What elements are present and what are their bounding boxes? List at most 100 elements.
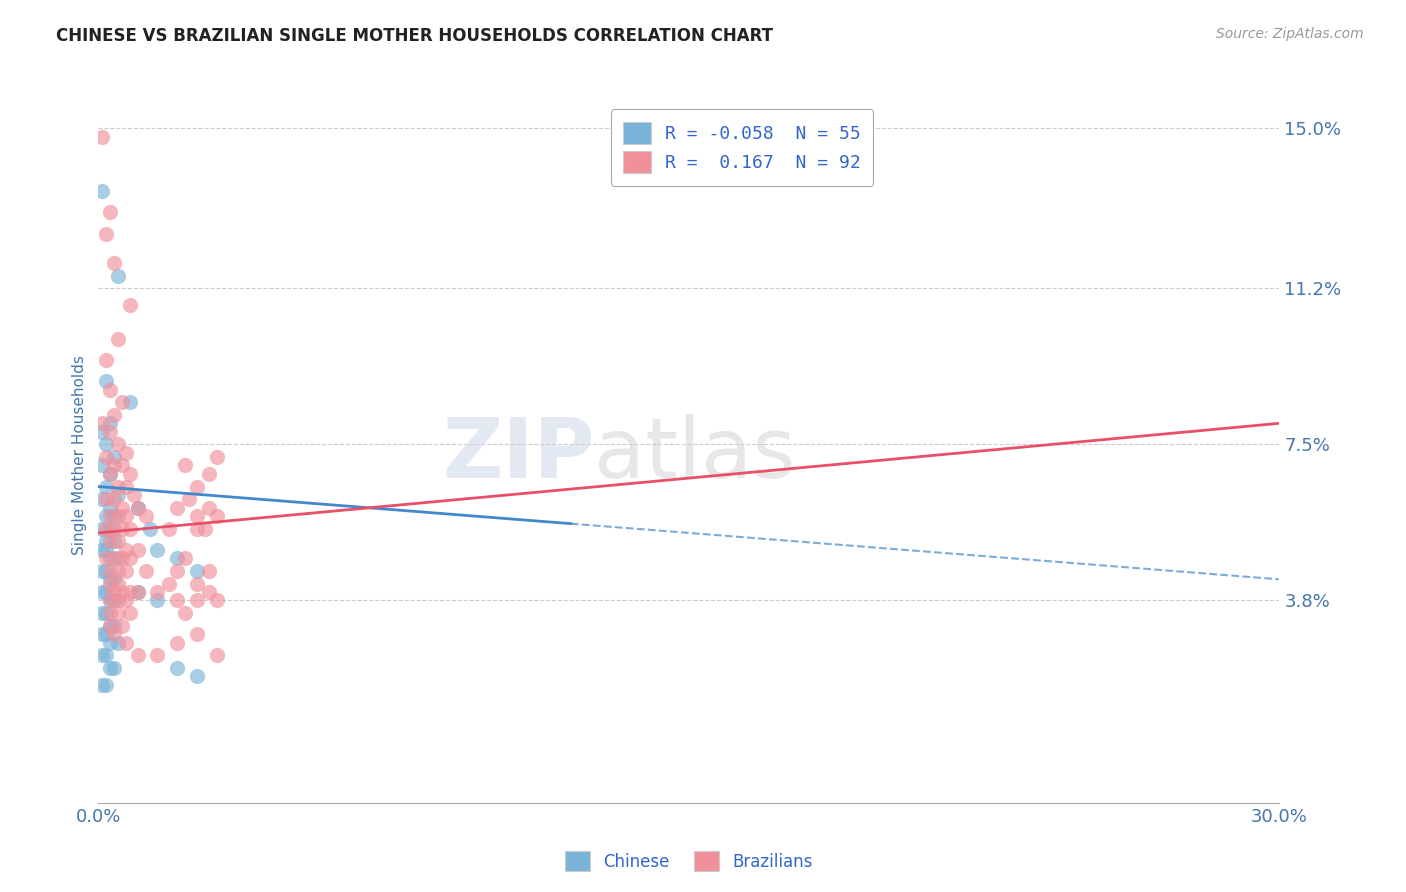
Point bbox=[186, 522, 208, 536]
Point bbox=[103, 509, 125, 524]
Point bbox=[98, 593, 121, 607]
Point bbox=[115, 509, 138, 524]
Point bbox=[115, 479, 138, 493]
Point bbox=[96, 585, 118, 599]
Point bbox=[91, 627, 114, 641]
Point bbox=[98, 661, 121, 675]
Point bbox=[91, 458, 114, 473]
Point bbox=[103, 492, 125, 507]
Point bbox=[177, 492, 200, 507]
Point bbox=[96, 450, 118, 464]
Point bbox=[96, 522, 118, 536]
Point bbox=[186, 564, 208, 578]
Text: atlas: atlas bbox=[595, 415, 796, 495]
Point bbox=[103, 572, 125, 586]
Point bbox=[98, 205, 121, 219]
Point bbox=[98, 509, 121, 524]
Point bbox=[91, 678, 114, 692]
Point bbox=[111, 500, 134, 515]
Point bbox=[205, 450, 228, 464]
Point bbox=[166, 500, 188, 515]
Point bbox=[98, 551, 121, 566]
Point bbox=[146, 593, 169, 607]
Point bbox=[118, 522, 141, 536]
Point bbox=[96, 374, 118, 388]
Point bbox=[157, 576, 180, 591]
Point bbox=[197, 585, 219, 599]
Point bbox=[127, 500, 149, 515]
Point bbox=[115, 564, 138, 578]
Point bbox=[107, 593, 129, 607]
Point bbox=[111, 551, 134, 566]
Point bbox=[107, 488, 129, 502]
Point bbox=[98, 635, 121, 649]
Point bbox=[103, 627, 125, 641]
Point bbox=[205, 648, 228, 663]
Point bbox=[118, 551, 141, 566]
Point bbox=[186, 576, 208, 591]
Point bbox=[103, 458, 125, 473]
Point bbox=[122, 488, 145, 502]
Point bbox=[118, 467, 141, 481]
Point bbox=[107, 635, 129, 649]
Point bbox=[103, 593, 125, 607]
Point bbox=[111, 618, 134, 632]
Point bbox=[197, 500, 219, 515]
Point bbox=[96, 437, 118, 451]
Point bbox=[166, 593, 188, 607]
Y-axis label: Single Mother Households: Single Mother Households bbox=[72, 355, 87, 555]
Point bbox=[96, 353, 118, 368]
Point bbox=[91, 606, 114, 620]
Point bbox=[96, 542, 118, 557]
Point bbox=[186, 593, 208, 607]
Point bbox=[103, 450, 125, 464]
Point bbox=[186, 479, 208, 493]
Point bbox=[98, 606, 121, 620]
Point bbox=[103, 661, 125, 675]
Point bbox=[111, 395, 134, 409]
Point bbox=[91, 492, 114, 507]
Point bbox=[98, 593, 121, 607]
Point bbox=[174, 458, 197, 473]
Point bbox=[111, 522, 134, 536]
Point bbox=[98, 417, 121, 431]
Point bbox=[157, 522, 180, 536]
Point bbox=[103, 256, 125, 270]
Point bbox=[127, 500, 149, 515]
Point bbox=[166, 661, 188, 675]
Point bbox=[186, 669, 208, 683]
Point bbox=[98, 564, 121, 578]
Point bbox=[91, 542, 114, 557]
Point bbox=[98, 534, 121, 549]
Point bbox=[174, 551, 197, 566]
Point bbox=[91, 648, 114, 663]
Point bbox=[96, 627, 118, 641]
Point bbox=[127, 542, 149, 557]
Point bbox=[103, 522, 125, 536]
Point bbox=[107, 509, 129, 524]
Point bbox=[96, 564, 118, 578]
Point bbox=[91, 129, 114, 144]
Point bbox=[186, 509, 208, 524]
Point bbox=[107, 564, 129, 578]
Point bbox=[107, 606, 129, 620]
Point bbox=[103, 534, 125, 549]
Legend: Chinese, Brazilians: Chinese, Brazilians bbox=[558, 845, 820, 878]
Point bbox=[96, 479, 118, 493]
Point bbox=[135, 564, 157, 578]
Point bbox=[96, 534, 118, 549]
Point bbox=[103, 551, 125, 566]
Point bbox=[91, 522, 114, 536]
Point bbox=[91, 417, 114, 431]
Text: ZIP: ZIP bbox=[441, 415, 595, 495]
Point bbox=[115, 446, 138, 460]
Point bbox=[118, 395, 141, 409]
Point bbox=[107, 534, 129, 549]
Point bbox=[197, 564, 219, 578]
Point bbox=[127, 585, 149, 599]
Point bbox=[205, 593, 228, 607]
Point bbox=[107, 268, 129, 283]
Point bbox=[111, 585, 134, 599]
Point bbox=[96, 551, 118, 566]
Text: CHINESE VS BRAZILIAN SINGLE MOTHER HOUSEHOLDS CORRELATION CHART: CHINESE VS BRAZILIAN SINGLE MOTHER HOUSE… bbox=[56, 27, 773, 45]
